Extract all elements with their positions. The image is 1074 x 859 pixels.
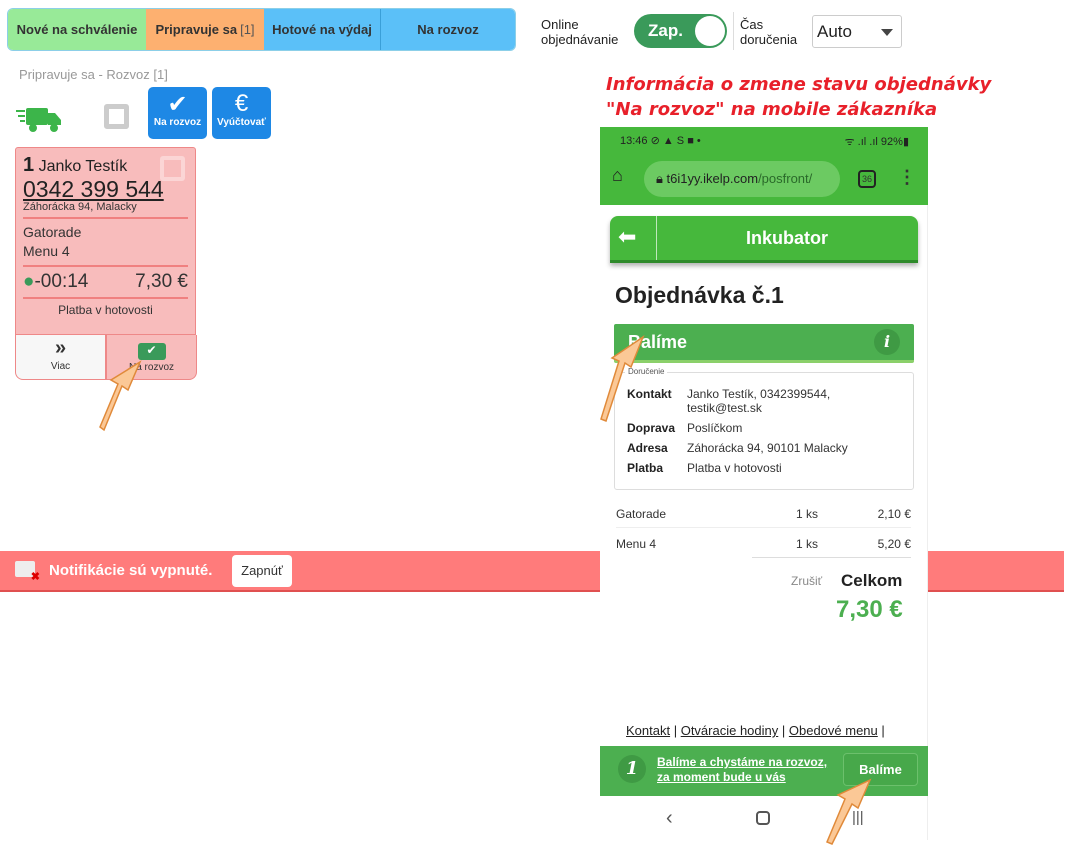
mobile-screenshot: 13:46 ⊘ ▲ S ■ • ᯤ .ıl .ıl 92%▮ ⌂ 🔒︎ t6i1… (600, 127, 928, 840)
info-icon[interactable]: i (874, 329, 900, 355)
tab-new[interactable]: Nové na schválenie (8, 9, 146, 50)
divider (733, 12, 734, 50)
order-item: Gatorade (23, 224, 82, 240)
user-icon: ● (23, 271, 35, 292)
tab-delivery[interactable]: Na rozvoz (381, 9, 515, 50)
back-arrow-icon[interactable]: ⬅ (618, 224, 637, 249)
status-button[interactable]: Balíme (843, 753, 918, 786)
deliver-button[interactable]: ✔ Na rozvoz (106, 335, 197, 380)
customer-phone[interactable]: 0342 399 544 (23, 176, 164, 202)
home-icon[interactable]: ⌂ (612, 165, 623, 185)
delivery-time-select[interactable]: Auto (812, 15, 902, 48)
cancel-link[interactable]: Zrušiť (791, 574, 823, 588)
status-message-link[interactable]: Balíme a chystáme na rozvoz, za moment bu… (657, 755, 828, 784)
order-title: Objednávka č.1 (615, 282, 784, 308)
android-back-icon[interactable]: ‹ (666, 807, 673, 829)
pointer-arrow-icon (600, 335, 645, 422)
order-checkbox[interactable] (160, 156, 185, 181)
android-home-icon[interactable] (756, 811, 770, 825)
lock-icon: 🔒︎ (656, 171, 663, 186)
shop-header: ⬅ Inkubator (610, 216, 918, 263)
delivery-truck-icon (16, 104, 62, 139)
footer-links: Kontakt | Otváracie hodiny | Obedové men… (626, 723, 885, 738)
order-item: Menu 4 (23, 243, 70, 259)
double-chevron-icon: » (54, 337, 67, 359)
order-number: 1 (23, 154, 35, 176)
chevron-down-icon (881, 29, 893, 36)
online-ordering-label: Online objednávanie (541, 17, 619, 47)
order-card[interactable]: 1 Janko Testík 0342 399 544 Záhorácka 94… (15, 147, 196, 335)
delivery-time-label: Čas doručenia (740, 17, 798, 47)
mobile-total: 7,30 € (836, 596, 903, 623)
enable-notifications-button[interactable]: Zapnúť (232, 555, 292, 587)
status-tabs: Nové na schválenie Pripravuje sa [1] Hoto… (7, 8, 516, 51)
customer-address: Záhorácka 94, Malacky (23, 201, 137, 213)
delivery-fieldset: Doručenie Kontakt Janko Testík, 034239954… (614, 367, 914, 490)
notification-off-icon: ✖ (15, 561, 40, 583)
customer-name: Janko Testík (38, 158, 128, 175)
pointer-arrow-icon (826, 778, 872, 845)
order-total: 7,30 € (135, 271, 188, 292)
select-all-checkbox[interactable] (104, 104, 129, 129)
status-banner: Balíme i (614, 324, 914, 363)
menu-icon[interactable]: ⋮ (898, 167, 916, 187)
payment-method: Platba v hotovosti (58, 303, 153, 317)
android-recents-icon[interactable]: ||| (852, 809, 864, 826)
na-rozvoz-button[interactable]: ✔ Na rozvoz (148, 87, 207, 139)
annotation-text: Informácia o zmene stavu objednávky "Na r… (606, 74, 992, 120)
tag-check-icon: ✔ (167, 91, 188, 118)
bottom-status-bar: 1 Balíme a chystáme na rozvoz, za moment … (600, 746, 928, 796)
euro-icon: € (234, 90, 249, 117)
section-title: Pripravuje sa - Rozvoz [1] (19, 67, 168, 82)
vyuctovat-button[interactable]: € Vyúčtovať (212, 87, 271, 139)
online-ordering-toggle[interactable]: Zap. (634, 14, 727, 48)
tabs-count[interactable]: 36 (858, 170, 876, 188)
tab-preparing[interactable]: Pripravuje sa [1] (146, 9, 264, 50)
url-bar[interactable]: 🔒︎ t6i1yy.ikelp.com/posfront/ (644, 161, 840, 197)
pointer-arrow-icon (99, 360, 142, 432)
order-time: -00:14 (34, 271, 89, 292)
tab-ready[interactable]: Hotové na výdaj (264, 9, 381, 50)
tag-check-icon: ✔ (137, 343, 166, 360)
more-button[interactable]: » Viac (15, 335, 106, 380)
